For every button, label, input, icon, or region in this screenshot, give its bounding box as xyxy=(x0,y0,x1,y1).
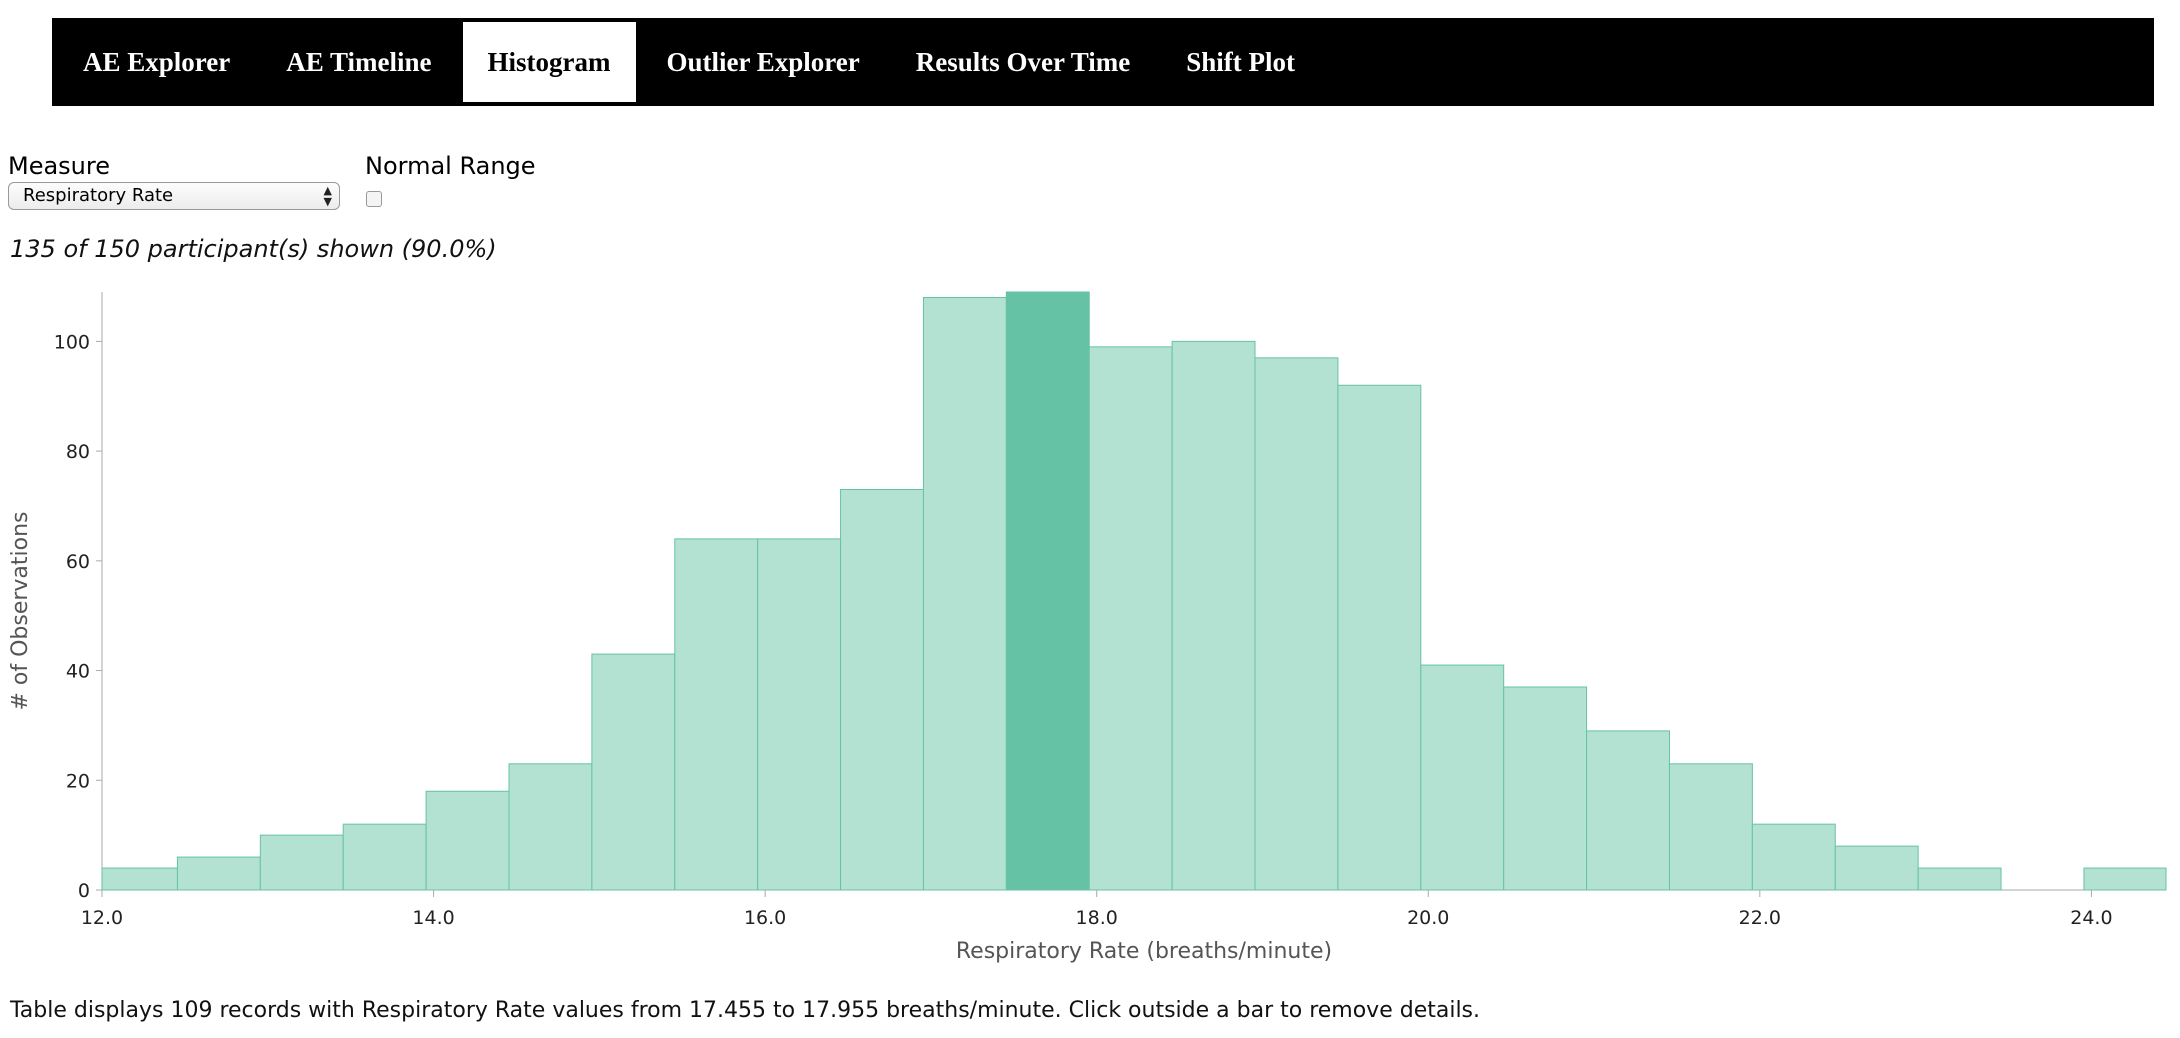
x-axis-title: Respiratory Rate (breaths/minute) xyxy=(956,939,1332,964)
histogram-bar-selected[interactable] xyxy=(1005,291,1090,891)
y-tick-label: 80 xyxy=(66,441,90,463)
select-arrows-icon: ▲ ▼ xyxy=(323,184,332,208)
histogram-bar[interactable] xyxy=(1751,823,1836,891)
participant-summary: 135 of 150 participant(s) shown (90.0%) xyxy=(10,235,497,263)
histogram-bar[interactable] xyxy=(674,538,759,891)
x-tick-label: 18.0 xyxy=(1076,907,1118,929)
x-tick-label: 24.0 xyxy=(2070,907,2112,929)
y-tick-label: 40 xyxy=(66,661,90,683)
y-tick-label: 60 xyxy=(66,551,90,573)
normal-range-checkbox[interactable] xyxy=(366,191,382,207)
histogram-bar[interactable] xyxy=(757,538,842,891)
histogram-bar[interactable] xyxy=(1254,357,1339,891)
histogram-bar[interactable] xyxy=(840,489,924,891)
x-tick-label: 14.0 xyxy=(412,907,454,929)
histogram-bar[interactable] xyxy=(259,834,344,891)
tab-ae-timeline[interactable]: AE Timeline xyxy=(286,46,432,77)
histogram-bar[interactable] xyxy=(425,790,510,891)
tab-results-over-time[interactable]: Results Over Time xyxy=(915,46,1131,77)
tab-histogram[interactable]: Histogram xyxy=(462,22,636,102)
histogram-bar[interactable] xyxy=(1586,730,1670,891)
histogram-bar[interactable] xyxy=(922,296,1007,891)
histogram-bar[interactable] xyxy=(1668,763,1753,891)
measure-select-value: Respiratory Rate xyxy=(23,185,174,206)
details-footer: Table displays 109 records with Respirat… xyxy=(10,998,1481,1023)
histogram-bar[interactable] xyxy=(101,867,178,891)
histogram-bar[interactable] xyxy=(342,823,427,891)
histogram-bar[interactable] xyxy=(1917,867,2002,891)
measure-select[interactable]: Respiratory Rate ▲ ▼ xyxy=(8,182,340,210)
x-tick-label: 12.0 xyxy=(81,907,123,929)
histogram-bar[interactable] xyxy=(1337,384,1422,891)
y-tick-label: 0 xyxy=(78,880,90,902)
histogram-bar[interactable] xyxy=(1171,340,1256,891)
y-tick-label: 20 xyxy=(66,770,90,792)
histogram-bar[interactable] xyxy=(176,856,261,891)
main-nav: AE Explorer AE Timeline Histogram Outlier E… xyxy=(52,18,2154,106)
histogram-bar[interactable] xyxy=(1503,686,1588,891)
histogram-bar[interactable] xyxy=(1834,845,1919,891)
x-tick-label: 16.0 xyxy=(744,907,786,929)
y-tick-label: 100 xyxy=(54,331,90,353)
histogram-bar[interactable] xyxy=(508,763,593,891)
histogram-chart: 0 20 40 60 80 100 12.0 14.0 16.0 18.0 20.0 22.0 24.0… xyxy=(8,291,2167,964)
y-axis-title: # of Observations xyxy=(8,511,33,710)
x-tick-label: 20.0 xyxy=(1407,907,1449,929)
measure-label: Measure xyxy=(8,152,110,180)
tab-shift-plot[interactable]: Shift Plot xyxy=(1186,46,1296,77)
histogram-bar[interactable] xyxy=(591,653,676,891)
histogram-bar[interactable] xyxy=(2083,867,2167,891)
normal-range-label: Normal Range xyxy=(365,152,536,180)
histogram-bar[interactable] xyxy=(1088,346,1173,891)
tab-ae-explorer[interactable]: AE Explorer xyxy=(83,46,231,77)
tab-outlier-explorer[interactable]: Outlier Explorer xyxy=(666,46,860,77)
x-tick-label: 22.0 xyxy=(1739,907,1781,929)
histogram-bar[interactable] xyxy=(1420,664,1505,891)
